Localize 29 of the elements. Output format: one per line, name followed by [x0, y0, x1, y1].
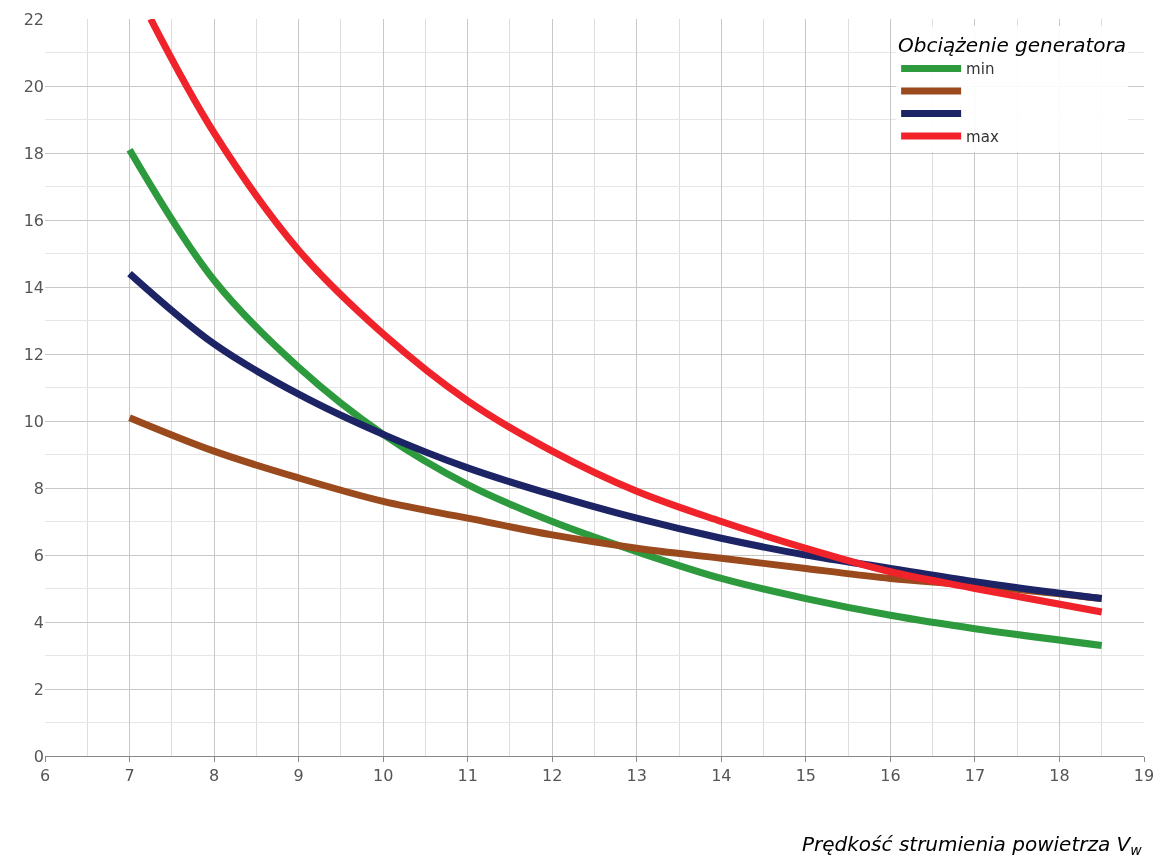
y-tick-label: 6: [33, 545, 44, 565]
x-tick-label: 7: [124, 766, 135, 786]
x-tick-label: 19: [1133, 766, 1155, 786]
x-tick-label: 14: [711, 766, 732, 786]
y-tick-label: 10: [23, 411, 44, 431]
y-tick-label: 0: [33, 746, 44, 766]
x-tick-label: 16: [880, 766, 901, 786]
y-tick-label: 8: [33, 478, 44, 498]
y-tick-label: 14: [23, 277, 44, 297]
x-tick-label: 18: [1049, 766, 1070, 786]
x-tick-label: 10: [372, 766, 394, 786]
y-tick-label: 22: [23, 9, 44, 29]
x-tick-label: 9: [293, 766, 304, 786]
y-tick-label: 20: [23, 76, 44, 96]
x-tick-label: 8: [208, 766, 220, 786]
y-tick-label: 4: [33, 612, 44, 632]
y-tick-label: 12: [23, 344, 44, 364]
y-tick-label: 16: [23, 210, 44, 230]
x-tick-label: 13: [626, 766, 647, 786]
x-tick-label: 11: [457, 766, 478, 786]
y-tick-label: 2: [33, 679, 44, 699]
x-tick-label: 17: [964, 766, 986, 786]
legend-label: min: [966, 60, 995, 79]
y-tick-label: 18: [23, 143, 44, 163]
x-axis-title: Prędkość strumienia powietrza V$_{w}$: [802, 832, 1143, 856]
legend-label: max: [966, 127, 999, 146]
x-tick-label: 12: [542, 766, 563, 786]
legend-title: Obciążenie generatora: [898, 33, 1127, 58]
x-tick-label: 15: [795, 766, 817, 786]
